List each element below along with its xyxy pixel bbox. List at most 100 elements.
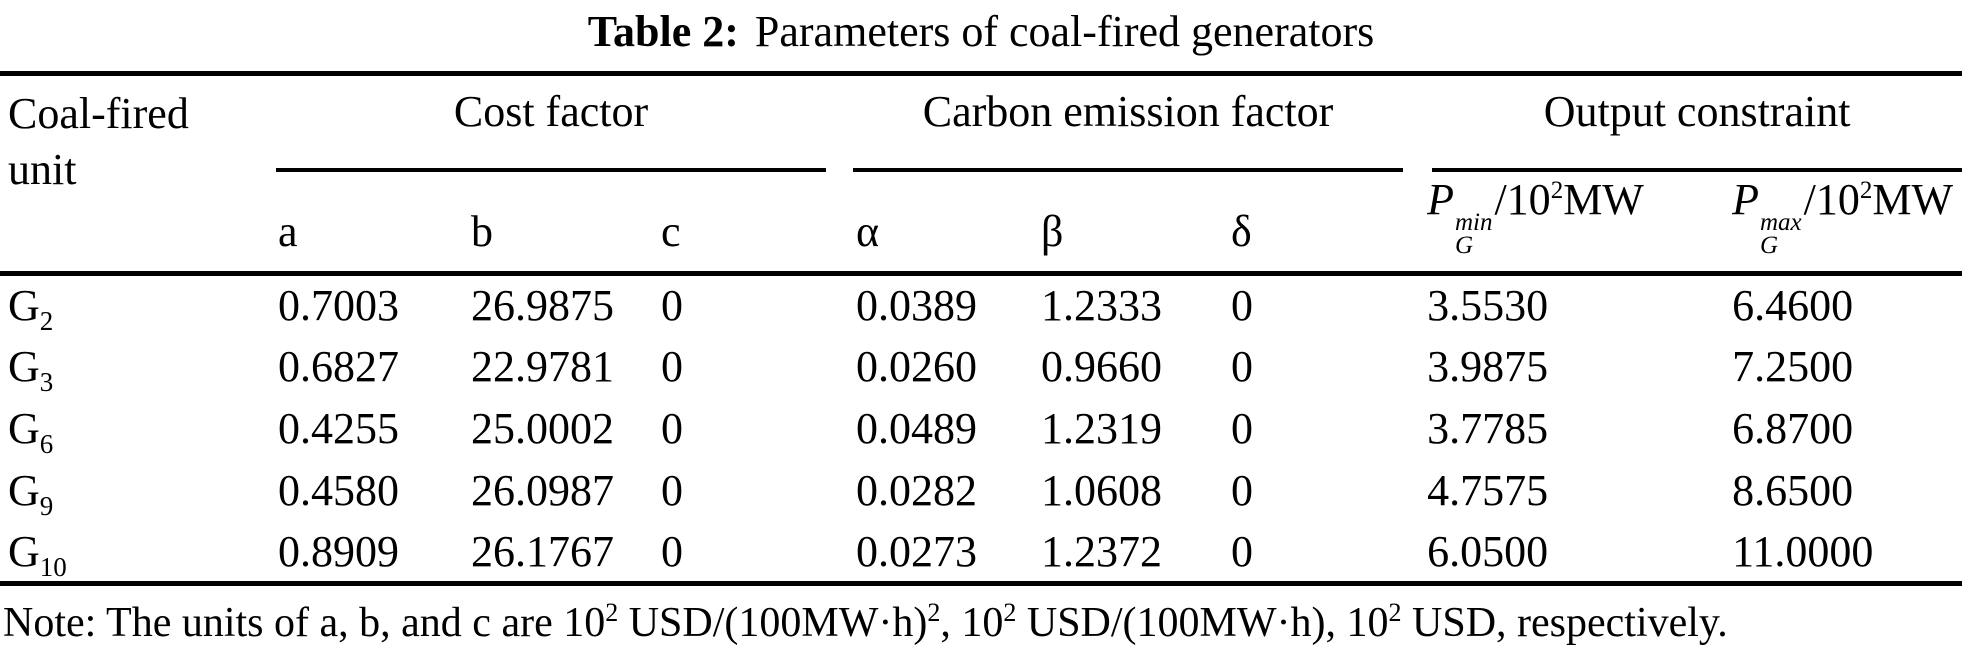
cell-beta: 1.2319	[1041, 404, 1163, 453]
group-header-output-label: Output constraint	[1543, 87, 1851, 136]
unit-subscript: 10	[39, 551, 67, 582]
cell-unit: G10	[0, 522, 270, 584]
table-row-g9: G9 0.4580 26.0987 0 0.0282 1.0608 0 4.75…	[0, 460, 1962, 522]
group-header-row: Coal-fired unit Cost factor Carbon emissi…	[0, 73, 1962, 276]
cell-beta: 0.9660	[1041, 342, 1163, 391]
cell-delta: 0	[1231, 466, 1254, 515]
pmin-symbol: P	[1427, 175, 1454, 224]
cell-a: 0.7003	[278, 281, 399, 331]
pmin-subscript: G	[1454, 232, 1474, 259]
subheader-delta: δ	[1223, 171, 1420, 276]
note-text: Note: The units of a, b, and c are 10	[3, 600, 606, 646]
table-row-g6: G6 0.4255 25.0002 0 0.0489 1.2319 0 3.77…	[0, 398, 1962, 460]
unit-label: G	[8, 526, 40, 576]
cell-unit: G2	[0, 274, 270, 336]
subheader-alpha: α	[848, 171, 1034, 276]
note-exponent: 2	[605, 598, 619, 627]
pmax-scripts: max G	[1759, 209, 1802, 259]
subheader-c: c	[653, 171, 849, 276]
table-title: Table 2: Parameters of coal-fired generat…	[0, 0, 1962, 71]
unit-label: G	[8, 466, 40, 515]
unit-subscript: 2	[39, 306, 54, 337]
cell-c: 0	[661, 342, 683, 391]
table-row-g2: G2 0.7003 26.9875 0 0.0389 1.2333 0 3.55…	[0, 274, 1962, 336]
cell-pmin: 3.5530	[1427, 281, 1549, 331]
pmin-divisor: /10	[1494, 175, 1551, 224]
cell-alpha: 0.0282	[856, 466, 978, 515]
table-row-g3: G3 0.6827 22.9781 0 0.0260 0.9660 0 3.98…	[0, 336, 1962, 398]
cell-pmin: 4.7575	[1427, 466, 1549, 515]
pmax-symbol: P	[1732, 175, 1759, 224]
subheader-b: b	[463, 171, 653, 276]
cell-unit: G6	[0, 398, 270, 460]
unit-label: G	[8, 281, 40, 331]
cell-delta: 0	[1231, 342, 1254, 391]
note-exponent: 2	[1003, 598, 1017, 627]
cell-pmax: 8.6500	[1732, 466, 1854, 515]
cell-unit: G3	[0, 336, 270, 398]
unit-header-line1: Coal-fired	[8, 89, 189, 138]
table-title-label: Table 2:	[587, 7, 739, 56]
group-header-output: Output constraint	[1419, 74, 1962, 172]
note-exponent: 2	[927, 598, 941, 627]
cell-pmax: 7.2500	[1732, 342, 1854, 391]
unit-subscript: 3	[39, 367, 54, 397]
unit-header-line2: unit	[8, 145, 77, 194]
pmax-subscript: G	[1759, 232, 1779, 259]
cell-a: 0.4580	[278, 466, 399, 515]
cell-c: 0	[661, 281, 683, 331]
cell-b: 26.0987	[471, 466, 614, 515]
unit-subscript: 9	[39, 491, 54, 521]
unit-subscript: 6	[39, 429, 54, 459]
cell-beta: 1.0608	[1041, 466, 1163, 515]
cell-b: 26.9875	[471, 281, 614, 331]
parameters-table: Coal-fired unit Cost factor Carbon emissi…	[0, 71, 1962, 586]
cell-pmax: 6.4600	[1732, 281, 1854, 331]
cell-c: 0	[661, 404, 683, 453]
cell-c: 0	[661, 466, 683, 515]
unit-label: G	[8, 404, 40, 453]
note-text: USD, respectively.	[1401, 600, 1728, 646]
column-header-unit: Coal-fired unit	[0, 73, 270, 276]
cell-alpha: 0.0489	[856, 404, 978, 453]
cell-pmin: 3.7785	[1427, 404, 1549, 453]
unit-label: G	[8, 342, 40, 391]
note-text: USD/(100MW·h)	[618, 600, 928, 646]
cell-a: 0.6827	[278, 342, 399, 391]
cell-beta: 1.2372	[1041, 526, 1163, 576]
cell-alpha: 0.0273	[856, 526, 978, 576]
cell-delta: 0	[1231, 404, 1254, 453]
group-header-carbon-rule: Carbon emission factor	[853, 76, 1404, 172]
pmin-exponent: 2	[1550, 177, 1564, 204]
cell-b: 26.1767	[471, 526, 614, 576]
cell-pmin: 3.9875	[1427, 342, 1549, 391]
pmax-divisor: /10	[1803, 175, 1860, 224]
pmax-unit: MW	[1872, 175, 1953, 224]
table-title-text: Parameters of coal-fired generators	[754, 7, 1375, 56]
group-header-cost: Cost factor	[270, 74, 848, 172]
pmin-unit: MW	[1563, 175, 1644, 224]
group-header-carbon-label: Carbon emission factor	[922, 87, 1334, 136]
cell-alpha: 0.0260	[856, 342, 978, 391]
cell-b: 22.9781	[471, 342, 614, 391]
cell-alpha: 0.0389	[856, 281, 978, 331]
table-row-g10: G10 0.8909 26.1767 0 0.0273 1.2372 0 6.0…	[0, 522, 1962, 584]
cell-c: 0	[661, 526, 683, 576]
pmax-superscript: max	[1759, 209, 1802, 236]
table-note: Note: The units of a, b, and c are 102 U…	[0, 599, 1962, 647]
cell-b: 25.0002	[471, 404, 614, 453]
subheader-beta: β	[1033, 171, 1224, 276]
group-header-output-rule: Output constraint	[1432, 76, 1962, 172]
group-header-carbon: Carbon emission factor	[848, 74, 1419, 172]
group-header-cost-rule: Cost factor	[276, 76, 827, 172]
cell-unit: G9	[0, 460, 270, 522]
group-header-cost-label: Cost factor	[453, 87, 649, 136]
pmin-scripts: min G	[1454, 209, 1493, 259]
cell-beta: 1.2333	[1041, 281, 1163, 331]
cell-delta: 0	[1231, 526, 1254, 576]
subheader-a: a	[270, 171, 463, 276]
pmin-superscript: min	[1454, 209, 1493, 236]
